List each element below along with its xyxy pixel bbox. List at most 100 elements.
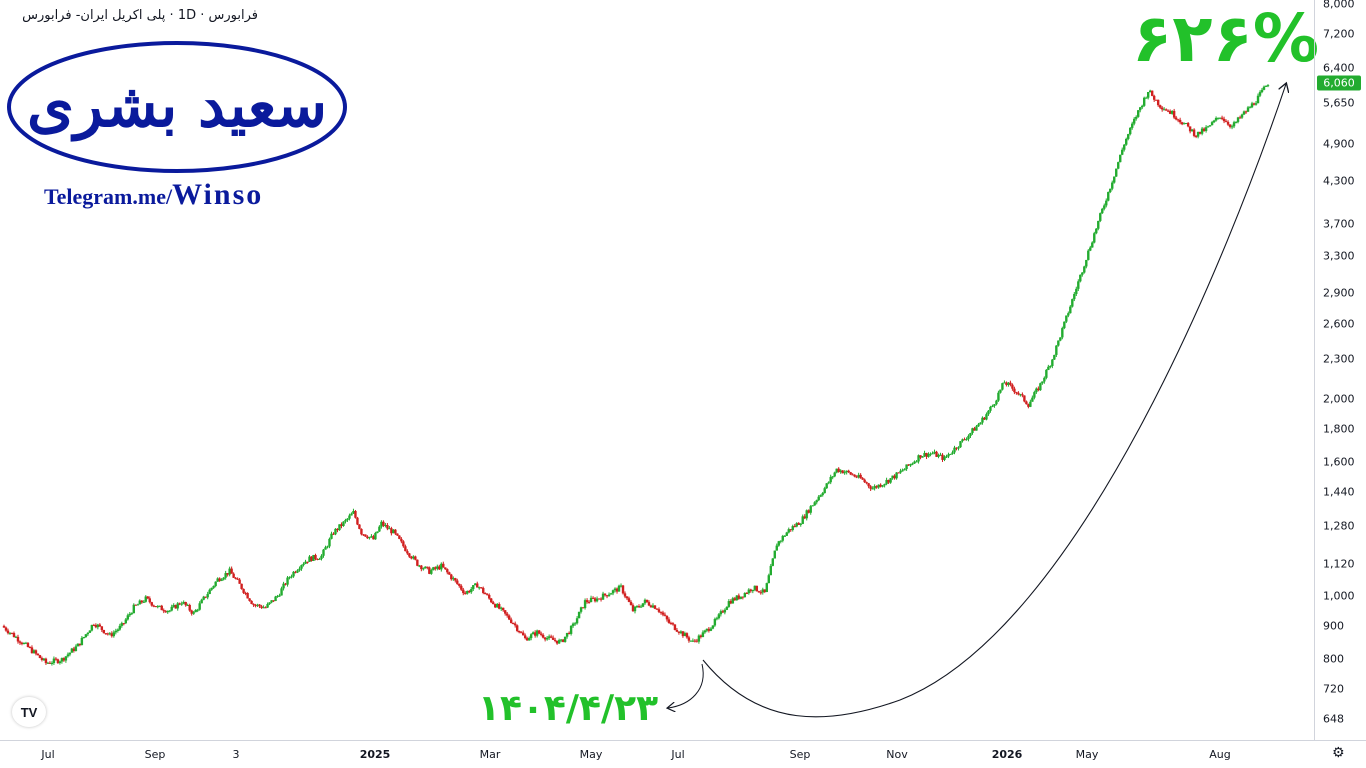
candle-body: [1214, 117, 1218, 121]
candle-body: [833, 472, 836, 477]
candle-body: [1168, 111, 1172, 114]
candle-body: [286, 577, 289, 585]
candle-body: [757, 591, 761, 593]
candle-body: [1043, 377, 1046, 382]
candle-body: [973, 428, 976, 431]
candle-body: [294, 571, 297, 573]
candle-body: [649, 605, 653, 608]
candle-body: [607, 594, 611, 597]
time-tick-label: Jul: [41, 748, 55, 761]
price-chart[interactable]: [0, 0, 1314, 740]
candle-body: [1228, 124, 1232, 127]
candle-body: [278, 595, 281, 597]
candle-body: [949, 453, 952, 455]
candle-body: [204, 596, 207, 598]
candle-body: [134, 604, 137, 606]
candle-body: [635, 606, 639, 608]
candle-body: [1146, 92, 1150, 98]
candle-body: [879, 484, 882, 487]
candle-body: [478, 587, 481, 589]
candle-body: [464, 593, 467, 595]
candle-body: [843, 472, 846, 474]
candle-body: [28, 647, 32, 649]
candle-body: [452, 578, 455, 580]
telegram-link[interactable]: Telegram.me/Winso: [44, 178, 263, 212]
candle-body: [274, 596, 277, 602]
candle-body: [645, 599, 649, 603]
candle-body: [252, 603, 255, 606]
candle-body: [869, 486, 872, 489]
price-tick-label: 3,300: [1323, 249, 1355, 263]
candle-body: [262, 607, 265, 609]
candle-body: [86, 632, 90, 635]
candle-body: [541, 634, 545, 638]
candle-body: [470, 589, 473, 593]
candle-body: [617, 585, 621, 592]
candle-body: [490, 598, 493, 603]
candle-body: [1101, 208, 1104, 214]
candle-body: [553, 639, 557, 641]
candle-body: [1266, 85, 1270, 87]
candle-body: [1180, 122, 1184, 125]
candle-body: [1256, 95, 1260, 104]
start-date-arrow: [668, 663, 704, 708]
candle-body: [506, 613, 509, 616]
candle-body: [1057, 340, 1060, 346]
candle-body: [545, 637, 549, 640]
candle-body: [224, 573, 227, 578]
candle-body: [70, 648, 74, 653]
candle-body: [1015, 392, 1018, 394]
candle-body: [1053, 354, 1056, 360]
candle-body: [803, 516, 806, 519]
candle-body: [1260, 89, 1264, 93]
candle-body: [156, 606, 159, 608]
candle-body: [488, 594, 491, 599]
candle-body: [829, 476, 832, 483]
candle-body: [779, 540, 782, 542]
candle-body: [809, 506, 812, 513]
candle-body: [388, 528, 391, 530]
candle-body: [218, 578, 221, 581]
settings-gear-icon[interactable]: ⚙: [1332, 745, 1345, 761]
candle-body: [623, 593, 627, 597]
candle-body: [755, 585, 759, 592]
time-axis[interactable]: Jul Sep 3 2025 Mar May Jul Sep Nov 2026 May Aug: [0, 740, 1366, 768]
candle-body: [1182, 123, 1186, 125]
candle-body: [767, 575, 770, 584]
candle-body: [342, 521, 345, 527]
candle-body: [1041, 381, 1044, 384]
candle-body: [615, 588, 619, 592]
candle-body: [1156, 99, 1160, 106]
candle-body: [36, 653, 40, 656]
candle-body: [753, 585, 757, 590]
price-axis[interactable]: 648 720 800 900 1,000 1,120 1,280 1,440 1,600 1,8…: [1314, 0, 1366, 740]
candle-body: [807, 510, 810, 513]
candle-body: [919, 455, 922, 458]
candle-body: [48, 662, 52, 664]
candle-body: [619, 585, 623, 587]
candle-body: [735, 595, 739, 601]
candle-body: [727, 601, 731, 607]
candle-body: [76, 643, 80, 647]
candle-body: [458, 583, 461, 586]
chart-area[interactable]: [0, 0, 1314, 740]
candle-body: [895, 472, 898, 479]
tradingview-logo-icon[interactable]: TV: [12, 697, 46, 727]
candle-body: [170, 606, 173, 611]
candle-body: [1059, 337, 1062, 341]
candle-body: [937, 454, 940, 457]
candle-body: [150, 602, 153, 606]
candle-body: [404, 546, 407, 552]
candle-body: [1069, 306, 1072, 314]
price-tick-label: 7,200: [1323, 27, 1355, 41]
candle-body: [1051, 359, 1054, 367]
candle-body: [523, 635, 527, 639]
candle-body: [152, 605, 155, 607]
candle-body: [943, 456, 946, 460]
symbol-title: فرابورس · 1D · پلی اکریل ایران- فرابورس: [22, 8, 258, 23]
candle-body: [148, 598, 151, 603]
candle-body: [330, 533, 333, 539]
candle-body: [641, 603, 645, 607]
candle-body: [206, 594, 209, 598]
candle-body: [42, 658, 46, 661]
